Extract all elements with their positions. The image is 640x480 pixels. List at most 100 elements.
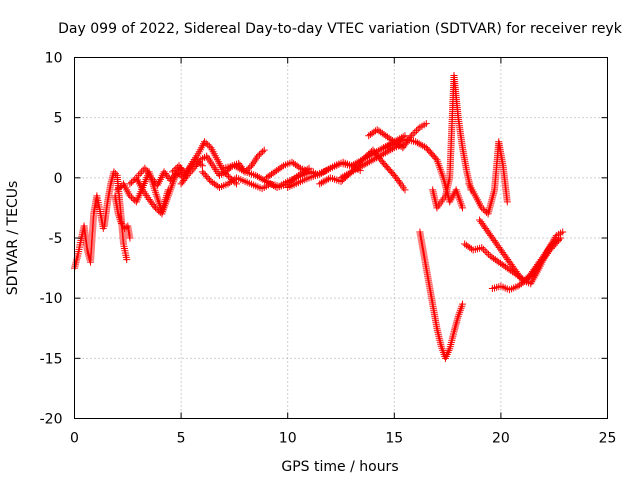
data-point <box>341 172 349 180</box>
data-point <box>395 178 403 186</box>
data-point <box>298 169 306 177</box>
data-point <box>459 204 467 212</box>
data-point <box>344 170 352 178</box>
data-point <box>170 166 178 174</box>
data-point <box>293 173 301 181</box>
x-tick-label: 0 <box>70 431 79 447</box>
data-points <box>71 72 567 362</box>
data-point <box>432 154 440 162</box>
data-point <box>147 174 155 182</box>
data-point <box>126 180 134 188</box>
data-point <box>239 167 247 175</box>
data-point <box>153 192 161 200</box>
data-point <box>252 171 260 179</box>
data-point <box>203 173 211 181</box>
data-point <box>559 228 567 236</box>
data-point <box>294 171 302 179</box>
data-point <box>357 157 365 165</box>
data-point <box>150 202 158 210</box>
data-point <box>551 233 559 241</box>
x-tick-label: 25 <box>599 431 617 447</box>
data-point <box>155 207 163 215</box>
data-point <box>481 247 489 255</box>
y-axis-ticks: -20 -15 -10 -5 0 5 10 <box>40 51 608 428</box>
data-point <box>549 237 557 245</box>
data-point <box>260 146 268 154</box>
data-point <box>412 138 420 146</box>
data-point <box>546 242 554 250</box>
plot-frame <box>74 57 608 419</box>
data-point <box>134 171 142 179</box>
series-track-midday-1 <box>169 138 241 188</box>
data-point <box>483 249 491 257</box>
data-point <box>550 235 558 243</box>
data-point <box>129 177 137 185</box>
data-point <box>153 194 161 202</box>
data-point <box>128 178 136 186</box>
data-point <box>153 205 161 213</box>
x-tick-label: 15 <box>385 431 403 447</box>
data-point <box>149 176 157 184</box>
gridlines <box>74 57 608 419</box>
data-point <box>152 190 160 198</box>
data-point <box>198 168 206 176</box>
data-point <box>339 173 347 181</box>
y-tick-label: 0 <box>54 171 63 187</box>
data-point <box>257 174 265 182</box>
data-point <box>246 163 254 171</box>
data-point <box>401 186 409 194</box>
data-point <box>225 172 233 180</box>
data-point <box>291 174 299 182</box>
series-track-early-3 <box>111 192 134 242</box>
data-point <box>415 140 423 148</box>
data-point <box>547 241 555 249</box>
data-point <box>183 171 191 179</box>
data-point <box>204 174 212 182</box>
data-point <box>268 180 276 188</box>
series-track-late-4 <box>476 216 567 288</box>
data-point <box>360 161 368 169</box>
data-point <box>479 245 487 253</box>
series-track-late-2 <box>461 236 562 284</box>
data-point <box>202 139 210 147</box>
data-point <box>317 179 325 187</box>
chart-title: Day 099 of 2022, Sidereal Day-to-day VTE… <box>58 21 623 37</box>
data-point <box>548 239 556 247</box>
data-point <box>188 166 196 174</box>
data-point <box>362 160 370 168</box>
data-point <box>174 169 182 177</box>
series-track-early-1 <box>71 192 107 272</box>
series-track-late-1 <box>465 138 511 218</box>
data-point <box>367 157 375 165</box>
data-point <box>413 139 421 147</box>
data-point <box>289 176 297 184</box>
data-point <box>128 193 136 201</box>
x-axis-ticks: 0 5 10 15 20 25 <box>70 57 617 447</box>
data-point <box>115 184 123 192</box>
x-tick-label: 5 <box>177 431 186 447</box>
series-track-spike <box>429 72 475 212</box>
data-point <box>417 141 425 149</box>
x-tick-label: 10 <box>279 431 297 447</box>
y-tick-label: -15 <box>40 351 63 367</box>
data-point <box>319 178 327 186</box>
y-tick-label: 5 <box>54 111 63 127</box>
data-point <box>323 176 331 184</box>
data-point <box>205 142 213 150</box>
x-axis-label: GPS time / hours <box>281 459 398 475</box>
data-point <box>169 168 177 176</box>
data-point <box>364 159 372 167</box>
data-point <box>478 204 486 212</box>
data-point <box>176 171 184 179</box>
data-point <box>317 169 325 177</box>
data-point <box>152 204 160 212</box>
data-point <box>254 152 262 160</box>
data-point <box>422 120 430 128</box>
data-point <box>200 169 208 177</box>
data-point <box>481 207 489 215</box>
data-point <box>232 163 240 171</box>
data-point <box>337 174 345 182</box>
data-point <box>238 166 246 174</box>
data-point <box>154 196 162 204</box>
data-point <box>287 177 295 185</box>
